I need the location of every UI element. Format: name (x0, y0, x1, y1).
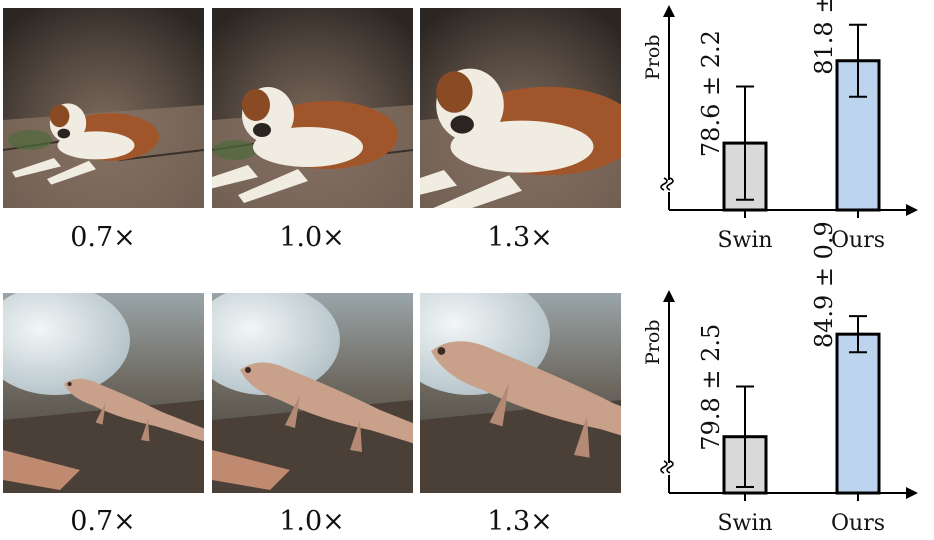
x-tick-label: Swin (717, 511, 772, 536)
lizard-photo-07x (3, 293, 204, 493)
axis-break-mark (666, 460, 674, 474)
dog-photo-10x (212, 8, 413, 208)
axis-break-gap (665, 463, 673, 475)
axis-break-gap (665, 180, 673, 192)
lizard-photo-10x (212, 293, 413, 493)
axis-break-mark (666, 177, 674, 191)
dog-photo-07x (3, 8, 204, 208)
photo-caption: 0.7× (70, 506, 136, 537)
bar-ours (835, 332, 881, 495)
bar-chart-dog: 78.6 ± 2.2 Swin 81.8 ± 1.4 Ours Prob (642, 0, 918, 253)
x-axis-arrow (906, 204, 918, 216)
photo-caption: 1.3× (487, 222, 553, 253)
photo-caption: 1.0× (279, 222, 345, 253)
y-axis-label: Prob (642, 320, 664, 365)
bar-value-label: 78.6 ± 2.2 (697, 30, 725, 157)
lizard-photo-13x (420, 293, 621, 493)
y-axis-label: Prob (642, 35, 664, 80)
dog-photo-13x (420, 8, 621, 208)
axis-break-mark (660, 460, 668, 474)
x-axis-arrow (906, 487, 918, 499)
y-axis-arrow (663, 290, 675, 302)
x-tick-label: Swin (717, 228, 772, 253)
photo-caption: 1.0× (279, 506, 345, 537)
x-tick-label: Ours (831, 228, 885, 253)
bar-value-label: 79.8 ± 2.5 (697, 324, 725, 451)
bar-value-label: 81.8 ± 1.4 (810, 0, 838, 75)
x-tick-label: Ours (831, 511, 885, 536)
bar-value-label: 84.9 ± 0.9 (810, 221, 838, 348)
axis-break-mark (660, 177, 668, 191)
photo-caption: 0.7× (70, 222, 136, 253)
photo-caption: 1.3× (487, 506, 553, 537)
y-axis-arrow (663, 5, 675, 17)
